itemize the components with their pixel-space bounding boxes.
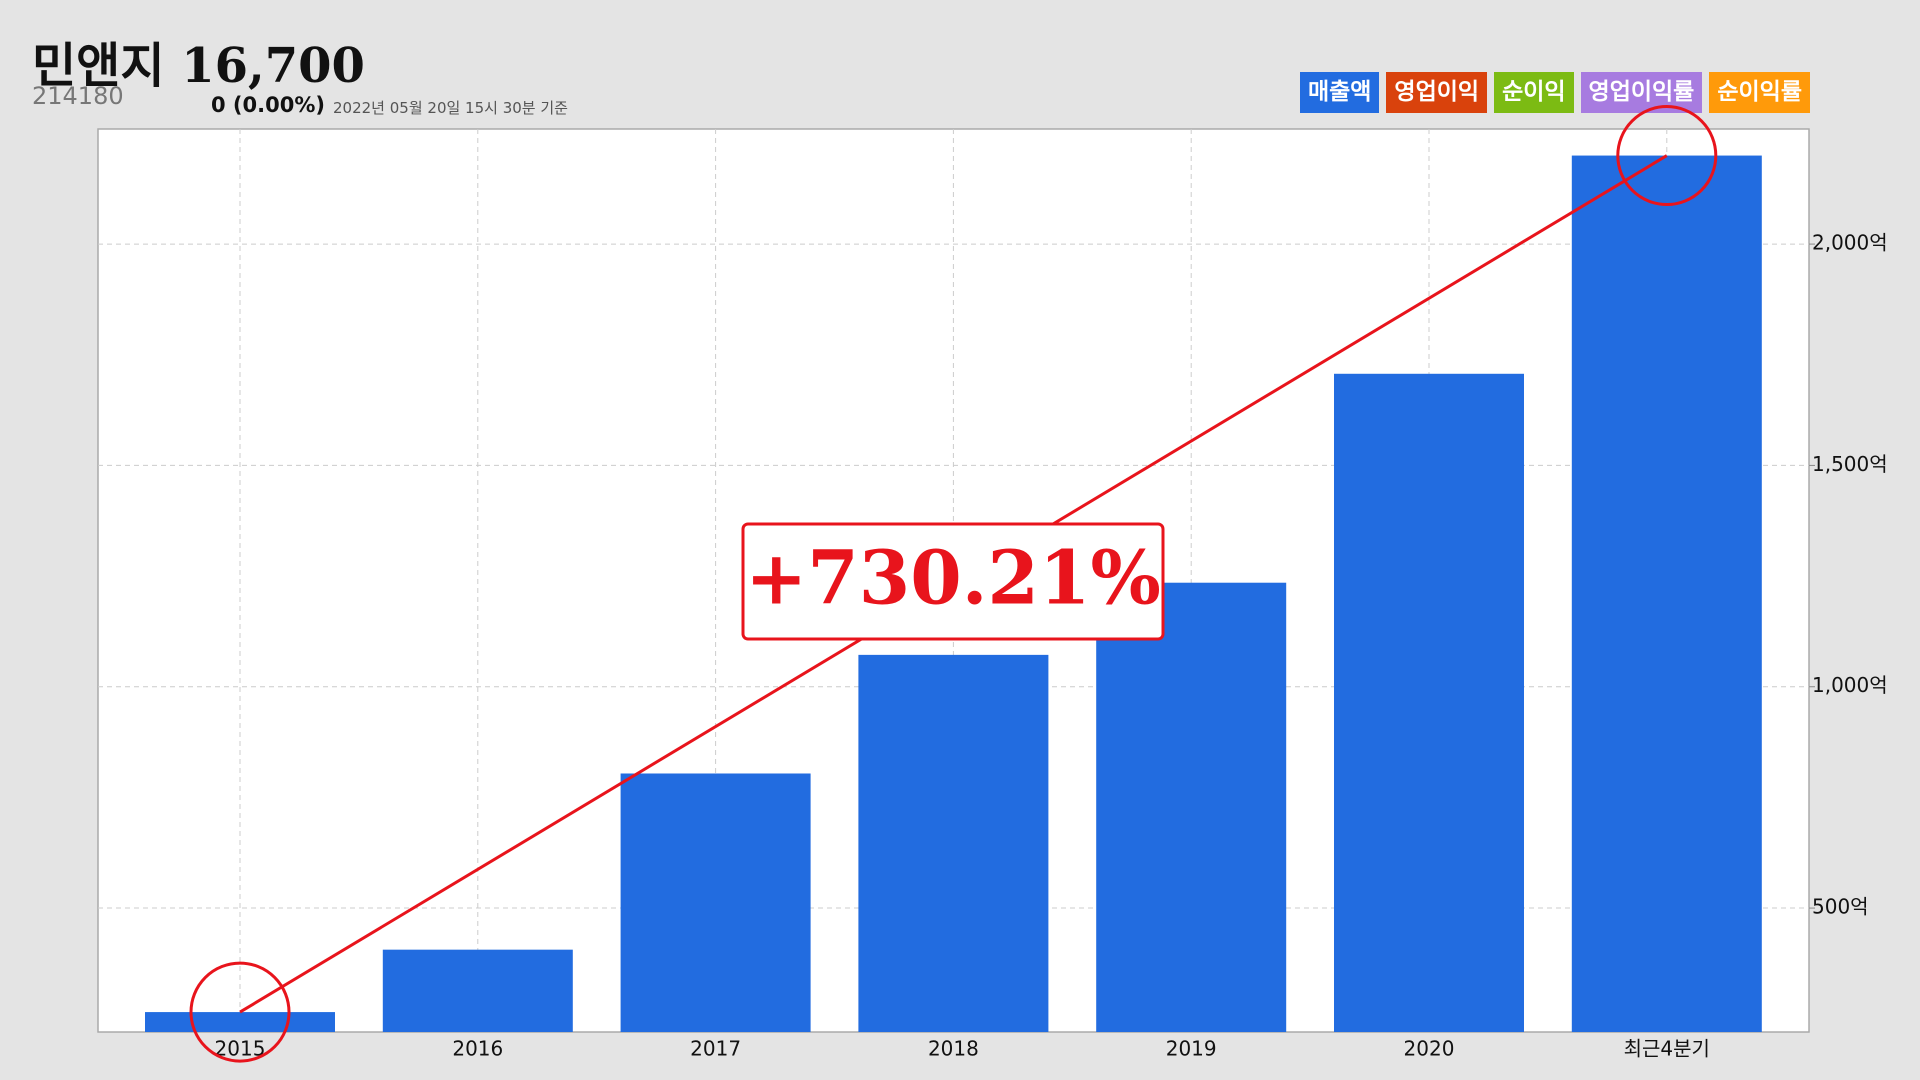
- bar: [1096, 582, 1287, 1032]
- legend: 매출액 영업이익 순이익 영업이익률 순이익률: [1299, 72, 1810, 113]
- x-tick-label: 2018: [928, 1037, 979, 1061]
- bar: [858, 654, 1049, 1032]
- bar: [1571, 155, 1762, 1032]
- bar: [1334, 373, 1524, 1032]
- highlight-circle: [189, 961, 291, 1063]
- x-tick-label: 2019: [1166, 1037, 1217, 1061]
- legend-toggle[interactable]: 순이익: [1494, 72, 1574, 113]
- stock-code: 214180: [32, 82, 124, 110]
- y-tick-label: 1,000억: [1812, 673, 1888, 697]
- x-tick-label: 최근4분기: [1624, 1037, 1710, 1061]
- legend-toggle[interactable]: 매출액: [1299, 72, 1380, 113]
- stock-title: 민앤지 16,700: [32, 26, 365, 96]
- timestamp: 2022년 05월 20일 15시 30분 기준: [333, 99, 568, 117]
- x-tick-label: 2017: [690, 1037, 741, 1061]
- legend-toggle[interactable]: 순이익률: [1709, 72, 1810, 113]
- y-tick-label: 500억: [1812, 895, 1869, 919]
- annotation-box: [741, 522, 1165, 641]
- price-change: 0 (0.00%): [211, 93, 325, 117]
- y-tick-label: 1,500억: [1812, 452, 1888, 476]
- y-tick-label: 2,000억: [1812, 231, 1888, 255]
- highlight-circle: [1616, 105, 1718, 207]
- annotation-text: +730.21%: [745, 536, 1161, 622]
- x-tick-label: 2016: [452, 1037, 503, 1061]
- legend-toggle[interactable]: 영업이익률: [1580, 72, 1703, 113]
- bar: [145, 1012, 335, 1032]
- stock-price: 16,700: [181, 38, 365, 94]
- x-tick-label: 2020: [1404, 1037, 1455, 1061]
- bar: [620, 773, 811, 1032]
- bar: [382, 949, 573, 1032]
- stock-name: 민앤지: [32, 38, 165, 94]
- legend-toggle[interactable]: 영업이익: [1386, 72, 1488, 113]
- x-tick-label: 2015: [215, 1037, 266, 1061]
